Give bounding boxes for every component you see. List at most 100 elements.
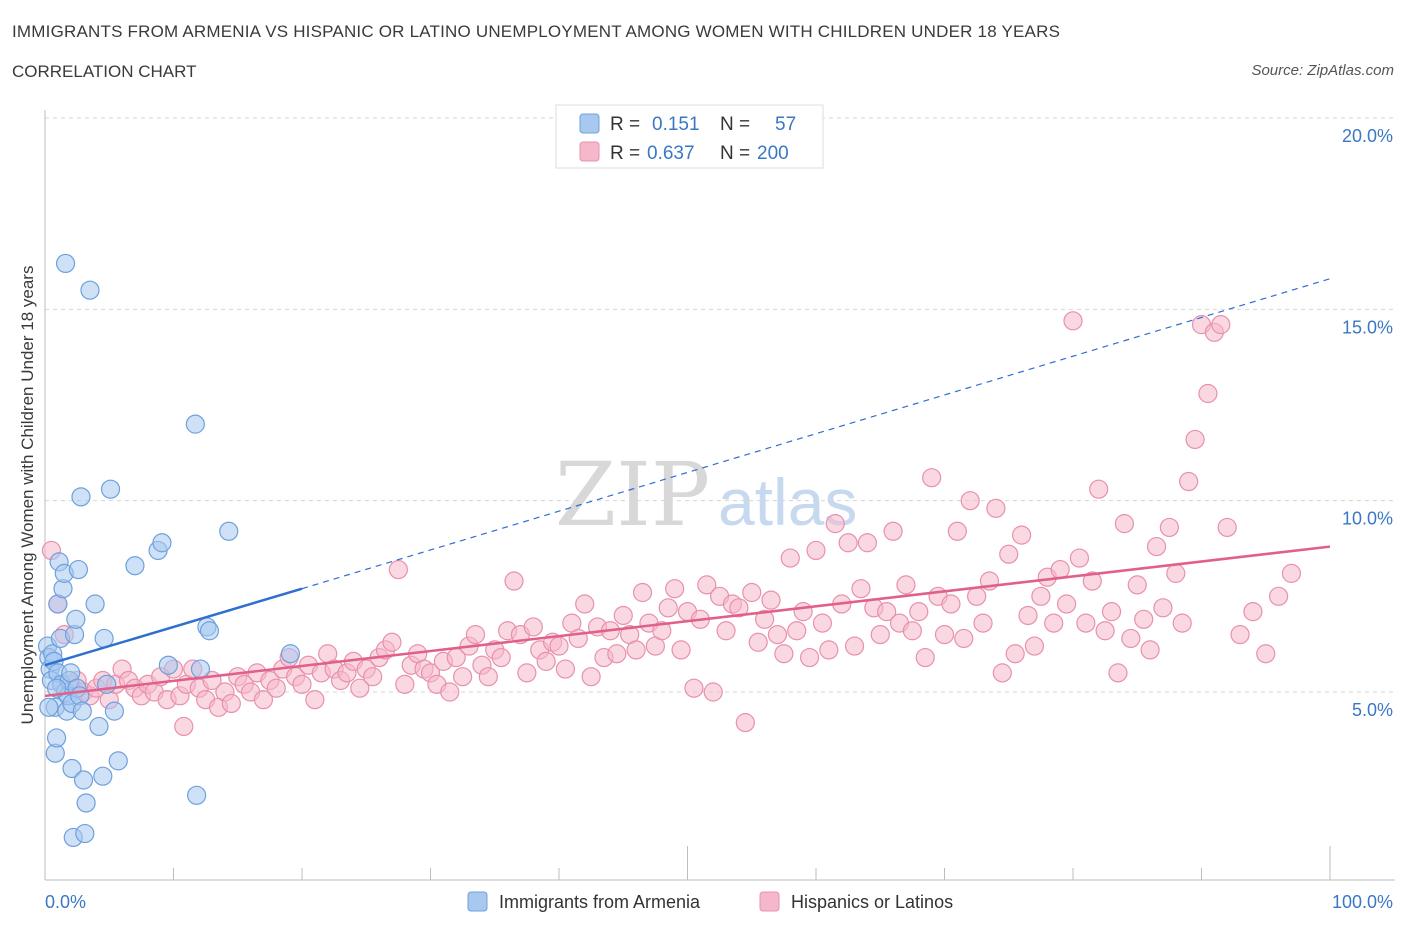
hispanics-point-168 xyxy=(1114,514,1135,534)
armenia-point-8 xyxy=(46,728,67,748)
hispanics-point-110 xyxy=(742,582,762,603)
hispanics-point-188 xyxy=(1268,586,1289,606)
hispanics-point-154 xyxy=(1024,636,1045,656)
hispanics-point-96 xyxy=(652,621,672,641)
hispanics-point-163 xyxy=(1082,571,1102,591)
hispanics-point-162 xyxy=(1076,613,1096,633)
hispanics-point-51 xyxy=(363,667,383,687)
armenia-point-50 xyxy=(190,659,211,679)
armenia-point-46 xyxy=(152,533,172,553)
hispanics-point-137 xyxy=(915,647,935,668)
hispanics-point-166 xyxy=(1101,602,1122,622)
hispanics-point-175 xyxy=(1159,517,1179,538)
hispanics-point-112 xyxy=(754,609,775,629)
hispanics-point-184 xyxy=(1217,517,1237,538)
hispanics-point-85 xyxy=(581,667,601,687)
x-tick-labels: 0.0% 100.0% xyxy=(45,892,1393,912)
legend-swatch-blue xyxy=(579,113,600,134)
hispanics-point-176 xyxy=(1166,563,1186,583)
legend-r-value-1: 0.637 xyxy=(647,143,695,164)
hispanics-point-178 xyxy=(1179,471,1199,492)
hispanics-point-140 xyxy=(934,624,955,645)
hispanics-point-119 xyxy=(799,647,820,668)
armenia-point-38 xyxy=(93,766,113,786)
hispanics-point-97 xyxy=(658,598,678,618)
armenia-point-26 xyxy=(66,609,86,629)
hispanics-point-90 xyxy=(613,605,633,626)
hispanics-point-21 xyxy=(174,716,194,737)
armenia-trendline xyxy=(44,587,303,667)
hispanics-point-76 xyxy=(523,617,543,637)
watermark: ZIP atlas xyxy=(555,443,857,546)
legend-n-label-0: N = xyxy=(720,114,750,135)
hispanics-point-81 xyxy=(555,659,576,679)
hispanics-point-169 xyxy=(1121,628,1141,649)
hispanics-point-132 xyxy=(883,521,903,541)
hispanics-point-92 xyxy=(626,640,646,660)
legend-top-frame xyxy=(555,104,824,169)
hispanics-point-143 xyxy=(954,628,974,649)
hispanics-point-78 xyxy=(536,651,556,671)
armenia-point-44 xyxy=(125,556,145,576)
y-tick-label-0: 5.0% xyxy=(1352,700,1393,720)
armenia-point-52 xyxy=(199,621,220,641)
hispanics-point-128 xyxy=(857,533,878,553)
hispanics-point-108 xyxy=(729,598,749,618)
legend-bottom-swatch-hispanics xyxy=(759,891,780,912)
hispanics-point-181 xyxy=(1198,383,1218,404)
hispanics-point-164 xyxy=(1089,479,1109,499)
hispanics-point-75 xyxy=(517,663,537,683)
hispanics-point-98 xyxy=(665,579,685,599)
hispanics-point-89 xyxy=(607,644,627,664)
chart-title: IMMIGRANTS FROM ARMENIA VS HISPANIC OR L… xyxy=(12,22,1061,41)
hispanics-point-42 xyxy=(305,690,325,710)
trendlines xyxy=(44,278,1331,698)
hispanics-point-36 xyxy=(266,678,286,698)
hispanics-point-185 xyxy=(1230,624,1250,645)
hispanics-point-73 xyxy=(504,571,524,591)
hispanics-point-125 xyxy=(838,533,858,553)
hispanics-point-173 xyxy=(1146,536,1167,557)
armenia-point-53 xyxy=(219,521,239,541)
armenia-point-49 xyxy=(187,785,207,805)
axes xyxy=(44,110,1395,881)
hispanics-point-103 xyxy=(697,575,717,595)
y-tick-label-3: 20.0% xyxy=(1342,126,1393,146)
hispanics-point-159 xyxy=(1056,594,1077,614)
hispanics-point-165 xyxy=(1095,621,1115,641)
hispanics-point-123 xyxy=(825,514,845,534)
armenia-point-56 xyxy=(46,678,67,698)
hispanics-point-84 xyxy=(575,594,595,614)
armenia-point-42 xyxy=(104,701,124,721)
y-tick-labels: 5.0% 10.0% 15.0% 20.0% xyxy=(1342,126,1393,720)
armenia-point-48 xyxy=(185,414,205,434)
y-axis-title: Unemployment Among Women with Children U… xyxy=(18,266,37,725)
hispanics-point-63 xyxy=(440,682,460,702)
legend-r-label-1: R = xyxy=(610,143,640,164)
armenia-point-43 xyxy=(108,751,128,771)
hispanics-point-172 xyxy=(1140,640,1160,660)
armenia-point-30 xyxy=(71,487,91,507)
legend-n-value-1: 200 xyxy=(757,143,789,164)
legend-bottom: Immigrants from Armenia Hispanics or Lat… xyxy=(467,891,953,912)
y-tick-label-2: 15.0% xyxy=(1342,317,1393,337)
hispanics-point-99 xyxy=(671,640,691,660)
hispanics-point-167 xyxy=(1108,663,1128,683)
hispanics-point-122 xyxy=(819,640,839,660)
hispanics-point-126 xyxy=(844,636,865,656)
hispanics-point-80 xyxy=(549,636,569,656)
legend-bottom-label-armenia: Immigrants from Armenia xyxy=(499,892,701,912)
hispanics-point-155 xyxy=(1031,586,1051,606)
hispanics-point-144 xyxy=(960,491,980,511)
hispanics-point-160 xyxy=(1063,311,1083,331)
legend-bottom-swatch-armenia xyxy=(467,891,488,912)
hispanics-point-130 xyxy=(870,624,890,645)
hispanics-point-157 xyxy=(1044,613,1064,633)
hispanics-point-131 xyxy=(877,602,897,622)
armenia-point-16 xyxy=(55,253,76,274)
hispanics-point-116 xyxy=(780,548,800,568)
hispanics-point-29 xyxy=(221,693,241,714)
armenia-point-54 xyxy=(280,644,301,664)
hispanics-point-151 xyxy=(1005,644,1025,664)
